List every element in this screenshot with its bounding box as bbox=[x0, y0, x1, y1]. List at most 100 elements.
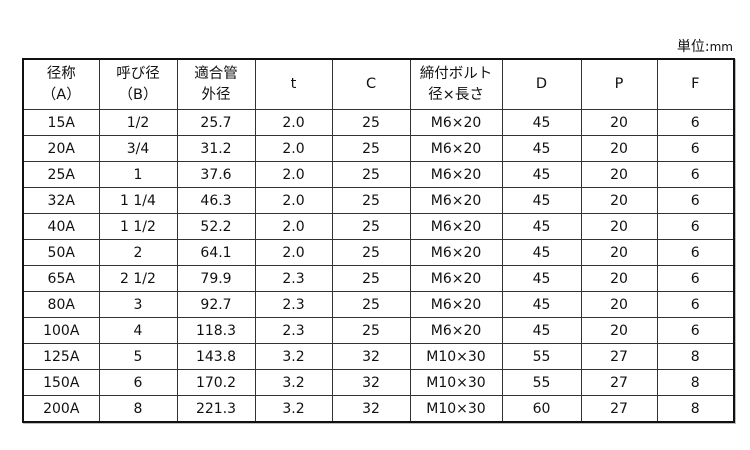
cell-d: 45 bbox=[501, 239, 582, 266]
header-row: 径称 （A） 呼び径 （B） 適合管 外径 t C 締付ボルト 径×長さ D P F bbox=[22, 58, 735, 110]
cell-bolt: M6×20 bbox=[409, 291, 503, 318]
cell-nominal-b: 6 bbox=[98, 369, 178, 396]
cell-f: 8 bbox=[656, 395, 735, 423]
cell-t: 2.3 bbox=[254, 265, 333, 292]
cell-nominal-a: 32A bbox=[22, 187, 100, 214]
cell-bolt: M6×20 bbox=[409, 317, 503, 344]
unit-value: mm bbox=[709, 40, 733, 54]
header-nominal-a: 径称 （A） bbox=[22, 58, 100, 110]
header-line: （B） bbox=[118, 86, 158, 103]
cell-nominal-a: 200A bbox=[22, 395, 100, 423]
cell-nominal-a: 40A bbox=[22, 213, 100, 240]
header-line: 径×長さ bbox=[428, 86, 484, 103]
cell-t: 3.2 bbox=[254, 343, 333, 370]
cell-bolt: M10×30 bbox=[409, 343, 503, 370]
cell-t: 2.0 bbox=[254, 239, 333, 266]
header-p: P bbox=[580, 58, 658, 110]
cell-t: 3.2 bbox=[254, 369, 333, 396]
cell-t: 2.3 bbox=[254, 317, 333, 344]
table-row: 150A 6 170.2 3.2 32 M10×30 55 27 8 bbox=[22, 369, 735, 396]
cell-nominal-a: 80A bbox=[22, 291, 100, 318]
cell-nominal-b: 3/4 bbox=[98, 135, 178, 162]
cell-bolt: M6×20 bbox=[409, 213, 503, 240]
cell-pipe-od: 170.2 bbox=[176, 369, 256, 396]
table-row: 25A 1 37.6 2.0 25 M6×20 45 20 6 bbox=[22, 161, 735, 188]
cell-d: 45 bbox=[501, 265, 582, 292]
cell-nominal-b: 8 bbox=[98, 395, 178, 423]
cell-t: 2.0 bbox=[254, 161, 333, 188]
cell-f: 8 bbox=[656, 343, 735, 370]
table-row: 40A 1 1/2 52.2 2.0 25 M6×20 45 20 6 bbox=[22, 213, 735, 240]
cell-nominal-b: 4 bbox=[98, 317, 178, 344]
header-c: C bbox=[331, 58, 411, 110]
cell-p: 20 bbox=[580, 187, 658, 214]
cell-t: 2.0 bbox=[254, 187, 333, 214]
table-row: 20A 3/4 31.2 2.0 25 M6×20 45 20 6 bbox=[22, 135, 735, 162]
cell-bolt: M6×20 bbox=[409, 239, 503, 266]
cell-nominal-b: 2 bbox=[98, 239, 178, 266]
cell-f: 6 bbox=[656, 135, 735, 162]
header-line: F bbox=[691, 76, 700, 92]
cell-c: 25 bbox=[331, 109, 411, 136]
cell-pipe-od: 143.8 bbox=[176, 343, 256, 370]
cell-p: 20 bbox=[580, 109, 658, 136]
table-row: 125A 5 143.8 3.2 32 M10×30 55 27 8 bbox=[22, 343, 735, 370]
cell-c: 25 bbox=[331, 213, 411, 240]
cell-p: 27 bbox=[580, 395, 658, 423]
cell-c: 32 bbox=[331, 343, 411, 370]
cell-d: 45 bbox=[501, 317, 582, 344]
header-d: D bbox=[501, 58, 582, 110]
header-line: 外径 bbox=[201, 86, 231, 103]
cell-f: 6 bbox=[656, 317, 735, 344]
cell-nominal-a: 15A bbox=[22, 109, 100, 136]
cell-nominal-b: 3 bbox=[98, 291, 178, 318]
header-line: t bbox=[290, 76, 297, 92]
cell-pipe-od: 221.3 bbox=[176, 395, 256, 423]
cell-c: 32 bbox=[331, 395, 411, 423]
cell-bolt: M6×20 bbox=[409, 187, 503, 214]
cell-pipe-od: 64.1 bbox=[176, 239, 256, 266]
table-row: 80A 3 92.7 2.3 25 M6×20 45 20 6 bbox=[22, 291, 735, 318]
cell-f: 8 bbox=[656, 369, 735, 396]
cell-pipe-od: 25.7 bbox=[176, 109, 256, 136]
cell-f: 6 bbox=[656, 213, 735, 240]
cell-nominal-b: 1 1/2 bbox=[98, 213, 178, 240]
cell-c: 25 bbox=[331, 239, 411, 266]
cell-nominal-a: 150A bbox=[22, 369, 100, 396]
cell-f: 6 bbox=[656, 291, 735, 318]
cell-f: 6 bbox=[656, 239, 735, 266]
cell-nominal-b: 1/2 bbox=[98, 109, 178, 136]
cell-pipe-od: 92.7 bbox=[176, 291, 256, 318]
cell-nominal-b: 1 1/4 bbox=[98, 187, 178, 214]
header-f: F bbox=[656, 58, 735, 110]
unit-label-text: 単位: bbox=[676, 39, 710, 55]
cell-c: 25 bbox=[331, 161, 411, 188]
header-line: P bbox=[614, 76, 624, 92]
cell-p: 20 bbox=[580, 291, 658, 318]
cell-c: 25 bbox=[331, 135, 411, 162]
cell-p: 20 bbox=[580, 135, 658, 162]
spec-table: 径称 （A） 呼び径 （B） 適合管 外径 t C 締付ボルト 径×長さ D P F 15A 1/2 25.7… bbox=[22, 58, 735, 423]
cell-p: 27 bbox=[580, 369, 658, 396]
cell-t: 2.0 bbox=[254, 135, 333, 162]
table-row: 100A 4 118.3 2.3 25 M6×20 45 20 6 bbox=[22, 317, 735, 344]
cell-pipe-od: 37.6 bbox=[176, 161, 256, 188]
cell-pipe-od: 31.2 bbox=[176, 135, 256, 162]
cell-nominal-a: 25A bbox=[22, 161, 100, 188]
table-row: 32A 1 1/4 46.3 2.0 25 M6×20 45 20 6 bbox=[22, 187, 735, 214]
table-row: 200A 8 221.3 3.2 32 M10×30 60 27 8 bbox=[22, 395, 735, 423]
cell-p: 27 bbox=[580, 343, 658, 370]
cell-c: 32 bbox=[331, 369, 411, 396]
table-row: 65A 2 1/2 79.9 2.3 25 M6×20 45 20 6 bbox=[22, 265, 735, 292]
cell-d: 45 bbox=[501, 161, 582, 188]
cell-c: 25 bbox=[331, 291, 411, 318]
cell-d: 45 bbox=[501, 213, 582, 240]
cell-nominal-b: 1 bbox=[98, 161, 178, 188]
header-nominal-b: 呼び径 （B） bbox=[98, 58, 178, 110]
header-line: 締付ボルト bbox=[419, 65, 493, 82]
cell-bolt: M6×20 bbox=[409, 161, 503, 188]
cell-f: 6 bbox=[656, 265, 735, 292]
table-row: 15A 1/2 25.7 2.0 25 M6×20 45 20 6 bbox=[22, 109, 735, 136]
cell-nominal-a: 65A bbox=[22, 265, 100, 292]
cell-nominal-b: 2 1/2 bbox=[98, 265, 178, 292]
